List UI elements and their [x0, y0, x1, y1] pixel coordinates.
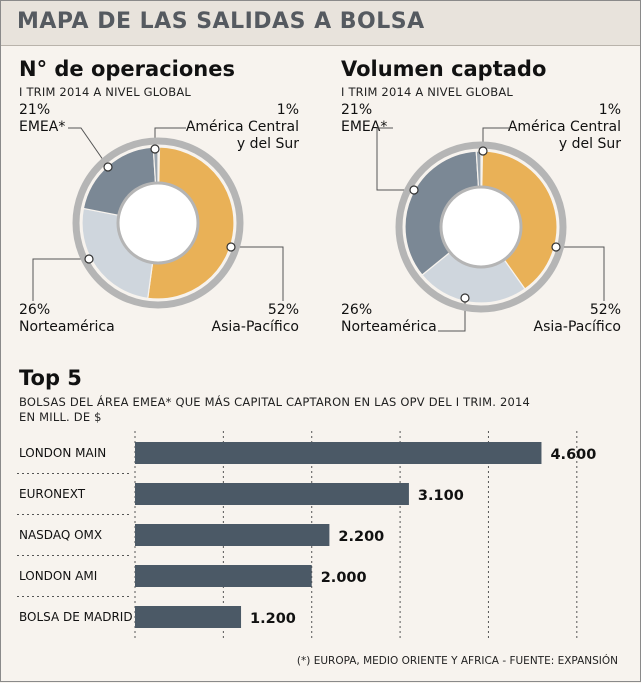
ops-asia-name: Asia-Pacífico [211, 319, 299, 335]
bar-category-label: NASDAQ OMX [19, 528, 102, 542]
ops-america-marker [150, 144, 160, 154]
ops-america-label: 1% América Central y del Sur [186, 102, 299, 153]
bar-category-label: EURONEXT [19, 487, 86, 501]
vol-asia-pct: 52% [589, 302, 621, 318]
ops-outer-ring [72, 137, 244, 309]
bar-value-label: 2.000 [321, 570, 367, 586]
ops-america-name-1: América Central [185, 119, 299, 135]
bar-value-label: 4.600 [550, 447, 596, 463]
vol-emea-pct: 21% [341, 102, 373, 118]
vol-emea-leader-line [376, 127, 414, 191]
bar-value-label: 2.200 [338, 529, 384, 545]
ops-emea-leader-line [68, 127, 109, 168]
vol-emea-label: 21% EMEA* [341, 102, 387, 136]
ops-america-name-2: y del Sur [236, 136, 299, 152]
header-band: MAPA DE LAS SALIDAS A BOLSA [1, 1, 640, 46]
ops-asia-leader-line [231, 246, 284, 301]
ops-norte-pct: 26% [19, 302, 51, 318]
top5-subtitle-2: EN MILL. DE $ [19, 410, 102, 424]
ops-subtitle: I TRIM 2014 A NIVEL GLOBAL [19, 85, 191, 99]
bar [135, 565, 312, 587]
top5-subtitle-1: BOLSAS DEL ÁREA EMEA* QUE MÁS CAPITAL CA… [19, 395, 531, 409]
ops-emea-label: 21% EMEA* [19, 102, 65, 136]
vol-norte-marker [460, 293, 470, 303]
ops-asia-label: 52% Asia-Pacífico [212, 302, 299, 336]
bar-value-label: 3.100 [418, 488, 464, 504]
bar [135, 442, 542, 464]
vol-outer-ring [395, 141, 567, 313]
vol-norte-pct: 26% [341, 302, 373, 318]
vol-asia-label: 52% Asia-Pacífico [534, 302, 621, 336]
ops-norte-label: 26% Norteamérica [19, 302, 115, 336]
vol-america-marker [478, 146, 488, 156]
vol-america-name-2: y del Sur [558, 136, 621, 152]
ops-emea-pct: 21% [19, 102, 51, 118]
vol-america-name-1: América Central [507, 119, 621, 135]
top5-title: Top 5 [19, 366, 82, 390]
ops-donut-hole [116, 181, 200, 265]
vol-donut-hole [439, 185, 523, 269]
ops-emea-name: EMEA* [19, 119, 66, 135]
ops-asia-marker [226, 242, 236, 252]
ops-asia-pct: 52% [267, 302, 299, 318]
ops-norte-name: Norteamérica [19, 319, 115, 335]
bar [135, 606, 242, 628]
vol-subtitle: I TRIM 2014 A NIVEL GLOBAL [341, 85, 513, 99]
ops-title: N° de operaciones [19, 57, 235, 81]
ops-norte-leader-line [32, 258, 89, 301]
vol-emea-name: EMEA* [341, 119, 388, 135]
vol-america-label: 1% América Central y del Sur [508, 102, 621, 153]
vol-asia-name: Asia-Pacífico [533, 319, 621, 335]
bar [135, 524, 330, 546]
ops-norte-marker [84, 254, 94, 264]
footnote: (*) EUROPA, MEDIO ORIENTE Y AFRICA - FUE… [296, 655, 618, 667]
ops-emea-marker [103, 162, 113, 172]
bar [135, 483, 409, 505]
bar-value-label: 1.200 [250, 611, 296, 627]
bar-category-label: LONDON MAIN [19, 446, 106, 460]
bar-category-label: LONDON AMI [19, 569, 97, 583]
vol-emea-marker [409, 185, 419, 195]
page-title: MAPA DE LAS SALIDAS A BOLSA [17, 9, 425, 34]
vol-asia-leader-line [556, 246, 605, 301]
vol-america-pct: 1% [598, 102, 621, 118]
bar-category-label: BOLSA DE MADRID [19, 610, 133, 624]
vol-norte-label: 26% Norteamérica [341, 302, 437, 336]
vol-asia-marker [551, 242, 561, 252]
vol-norte-name: Norteamérica [341, 319, 437, 335]
vol-title: Volumen captado [341, 57, 547, 81]
ops-america-pct: 1% [276, 102, 299, 118]
